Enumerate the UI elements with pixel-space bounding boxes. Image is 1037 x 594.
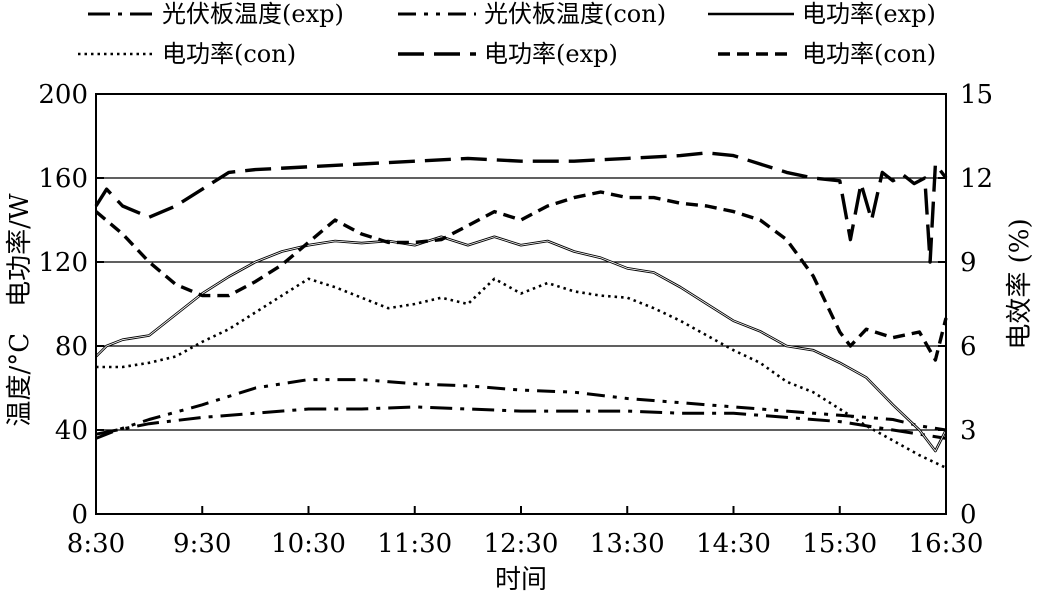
plot-frame (95, 93, 947, 515)
series-line-3 (96, 277, 947, 469)
series-line-5 (94, 190, 948, 362)
y-right-tick-label: 3 (960, 416, 977, 446)
y-right-tick-label: 12 (960, 164, 993, 194)
x-axis-title: 时间 (495, 565, 547, 594)
x-tick-label: 9:30 (173, 529, 231, 559)
y-right-tick-label: 0 (960, 500, 977, 530)
legend-label: 光伏板温度(con) (484, 0, 666, 28)
x-tick-label: 14:30 (696, 529, 771, 559)
y-left-tick-label: 80 (55, 332, 88, 362)
x-tick-label: 8:30 (67, 529, 125, 559)
x-tick-label: 12:30 (484, 529, 559, 559)
legend-label: 电功率(con) (802, 40, 936, 68)
legend-label: 电功率(exp) (802, 0, 936, 28)
axis-ticks: 0 40 80 120 160 200 0 3 6 9 12 15 8:30 9:30 10:30 11:30… (38, 80, 993, 559)
y-left-tick-label: 200 (38, 80, 88, 110)
series-lines (94, 151, 948, 469)
y-axis-right-title: 电效率 (%) (1005, 218, 1035, 349)
y-left-tick-label: 120 (38, 248, 88, 278)
legend: 光伏板温度(exp) 光伏板温度(con) 电功率(exp) 电功率(con) 电功率(… (78, 0, 936, 68)
y-left-tick-label: 0 (71, 500, 88, 530)
y-right-tick-label: 15 (960, 80, 993, 110)
y-right-tick-label: 6 (960, 332, 977, 362)
x-tick-label: 16:30 (909, 529, 984, 559)
x-tick-label: 10:30 (271, 529, 346, 559)
series-line-0 (95, 405, 947, 440)
legend-label: 光伏板温度(exp) (162, 0, 344, 28)
series-line-2-inner (95, 236, 947, 452)
y-axis-left-title: 温度/°C 电功率/W (5, 193, 35, 426)
legend-label: 电功率(con) (162, 40, 296, 68)
y-left-tick-label: 40 (55, 416, 88, 446)
series-line-1 (95, 378, 947, 440)
legend-label: 电功率(exp) (484, 40, 618, 68)
x-tick-label: 11:30 (377, 529, 452, 559)
x-tick-label: 13:30 (590, 529, 665, 559)
grid-lines (96, 177, 946, 431)
x-tick-label: 15:30 (802, 529, 877, 559)
y-left-tick-label: 160 (38, 164, 88, 194)
y-right-tick-label: 9 (960, 248, 977, 278)
